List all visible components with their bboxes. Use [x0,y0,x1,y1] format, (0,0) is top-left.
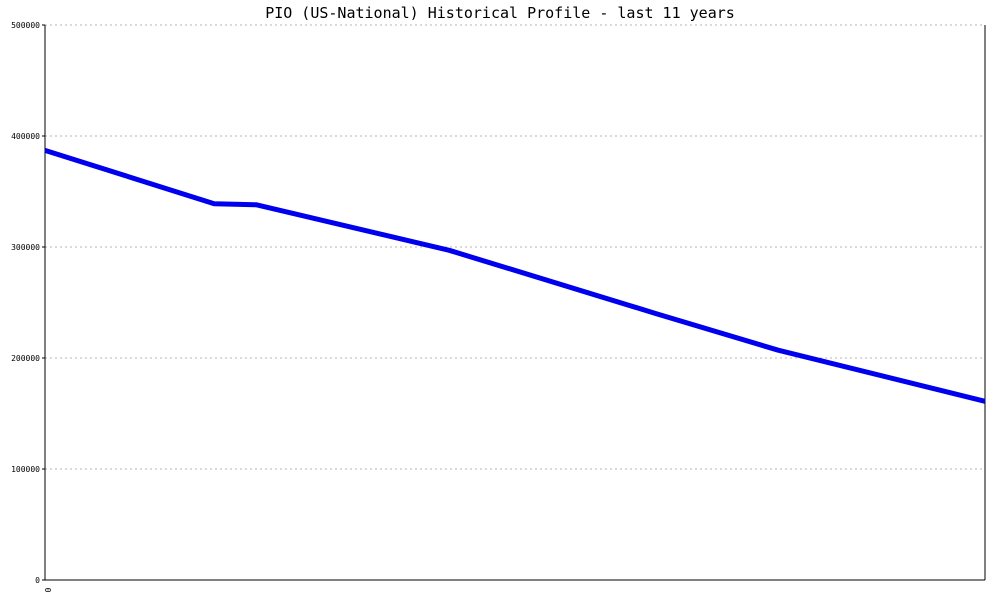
y-axis-ticks: 0 100000 200000 300000 400000 500000 [11,21,45,585]
gridlines [45,24,985,470]
y-tick-label-2: 200000 [11,354,40,363]
y-tick-label-4: 400000 [11,132,40,141]
y-tick-label-3: 300000 [11,243,40,252]
y-tick-label-5: 500000 [11,21,40,30]
y-tick-label-0: 0 [35,576,40,585]
x-tick-label-0: 0 [43,588,52,593]
y-tick-label-1: 100000 [11,465,40,474]
series-line-0 [44,148,986,404]
chart-title: PIO (US-National) Historical Profile - l… [265,4,735,22]
series-group [44,148,986,404]
x-axis-ticks: 0 [43,588,52,593]
